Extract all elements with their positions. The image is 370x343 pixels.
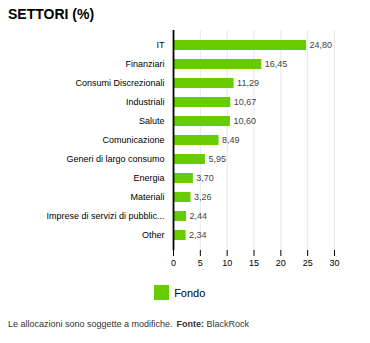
svg-text:3,26: 3,26	[194, 192, 212, 202]
svg-text:10: 10	[222, 258, 232, 268]
svg-text:15: 15	[249, 258, 259, 268]
svg-text:24,80: 24,80	[310, 40, 333, 50]
svg-text:Generi di largo consumo: Generi di largo consumo	[66, 154, 164, 164]
svg-text:Other: Other	[142, 230, 165, 240]
svg-text:10,67: 10,67	[234, 97, 257, 107]
svg-text:Imprese di servizi di pubblic.: Imprese di servizi di pubblic...	[46, 211, 164, 221]
svg-text:Salute: Salute	[139, 116, 165, 126]
svg-text:5: 5	[198, 258, 203, 268]
svg-text:16,45: 16,45	[265, 59, 288, 69]
svg-text:25: 25	[303, 258, 313, 268]
svg-text:2,34: 2,34	[189, 230, 207, 240]
html-text:SETTORI (%): SETTORI (%)	[8, 6, 95, 22]
svg-text:5,95: 5,95	[208, 154, 226, 164]
svg-text:8,49: 8,49	[222, 135, 240, 145]
html-text:Le allocazioni sono soggette a: Le allocazioni sono soggette a modifiche…	[8, 318, 250, 329]
svg-text:20: 20	[276, 258, 286, 268]
svg-text:Consumi Discrezionali: Consumi Discrezionali	[75, 78, 164, 88]
svg-text:Materiali: Materiali	[130, 192, 164, 202]
svg-text:Comunicazione: Comunicazione	[102, 135, 164, 145]
svg-text:10,60: 10,60	[233, 116, 256, 126]
svg-text:3,70: 3,70	[196, 173, 214, 183]
svg-text:Energia: Energia	[133, 173, 164, 183]
svg-text:2,44: 2,44	[190, 211, 208, 221]
svg-text:Industriali: Industriali	[126, 97, 165, 107]
svg-text:11,29: 11,29	[237, 78, 259, 88]
svg-text:0: 0	[171, 258, 176, 268]
svg-text:30: 30	[329, 258, 339, 268]
svg-text:IT: IT	[157, 40, 166, 50]
html-text:Fondo: Fondo	[174, 286, 206, 299]
svg-text:Finanziari: Finanziari	[125, 59, 164, 69]
